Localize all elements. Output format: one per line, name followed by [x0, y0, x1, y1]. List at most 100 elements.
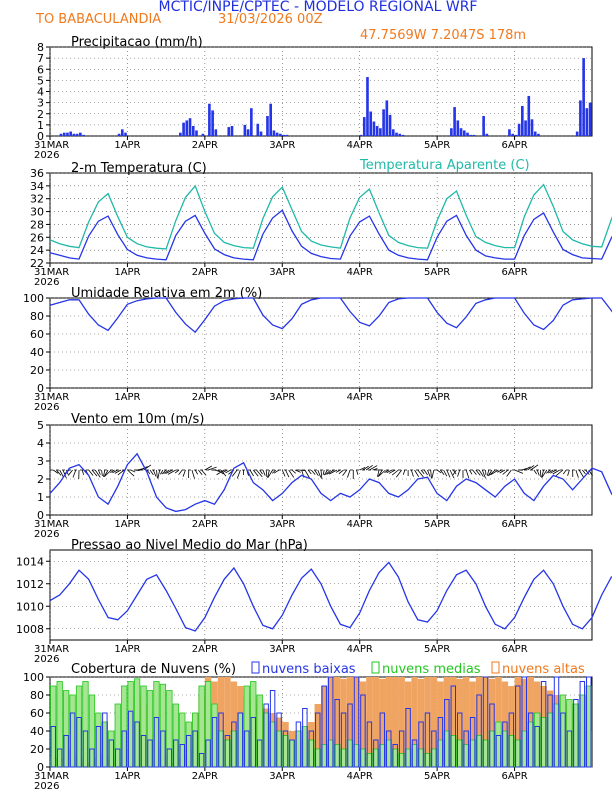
wind-arrow: [307, 469, 312, 475]
cloud-low-bar: [153, 717, 160, 768]
precip-bar: [585, 108, 589, 136]
wind-arrow: [273, 469, 280, 474]
wind-arrow: [81, 469, 85, 475]
cloud-ytick-label: 80: [30, 689, 44, 702]
temp-xtick-label: 4APR: [347, 267, 373, 278]
wind-arrow: [323, 469, 328, 476]
wind-arrow: [110, 469, 115, 474]
temp-apparent-line: [49, 183, 612, 250]
cloud-xtick-label: 2APR: [192, 771, 218, 782]
wind-arrow: [311, 469, 316, 475]
wind-arrow: [391, 469, 399, 476]
cloud-high-bar: [462, 677, 470, 767]
cloud-low-bar: [269, 690, 276, 768]
cloud-high-bar: [398, 677, 405, 767]
cloud-panel-title: Cobertura de Nuvens (%): [71, 662, 236, 677]
wind-arrow: [328, 469, 338, 475]
cloud-high-bar: [521, 678, 528, 767]
precip-bar: [259, 131, 263, 136]
temp-year-label: 2026: [34, 277, 59, 288]
pressure-year-label: 2026: [34, 654, 59, 665]
cloud-low-bar: [295, 721, 302, 768]
cloud-low-bar: [127, 710, 134, 768]
cloud-high-bar: [314, 704, 321, 767]
precip-bar: [379, 128, 382, 136]
cloud-low-bar: [76, 717, 82, 768]
wind-arrow: [490, 469, 499, 476]
precip-bar: [537, 133, 540, 136]
precip-ytick-label: 5: [37, 74, 44, 87]
temp-ytick-label: 34: [30, 180, 44, 193]
pressure-ytick-label: 1008: [16, 623, 44, 636]
cloud-low-bar: [244, 730, 250, 768]
cloud-high-bar: [508, 686, 515, 767]
cloud-low-bar: [586, 676, 592, 768]
wind-arrow: [536, 469, 540, 476]
wind-xtick-label: 4APR: [347, 519, 373, 530]
wind-arrow: [262, 469, 266, 476]
wind-arrow: [335, 469, 341, 473]
precip-bar: [195, 130, 198, 136]
temp-2m-line: [49, 209, 612, 261]
precip-bar: [188, 118, 192, 136]
precip-ytick-label: 7: [37, 52, 44, 65]
precip-bar: [588, 102, 592, 136]
humidity-ytick-label: 40: [30, 346, 44, 359]
precip-bar: [269, 103, 273, 136]
wind-arrow: [443, 469, 448, 477]
wind-arrow: [440, 469, 445, 475]
cloud-high-bar: [230, 681, 238, 767]
precip-ytick-label: 3: [37, 97, 44, 110]
precip-bar: [59, 133, 63, 136]
humidity-plot-frame: [49, 297, 593, 389]
precip-bar: [72, 133, 76, 136]
wind-arrow: [317, 469, 322, 478]
wind-arrow: [457, 469, 461, 477]
wind-arrow: [140, 466, 148, 471]
temp-xtick-label: 6APR: [501, 267, 527, 278]
precip-bar: [450, 128, 453, 136]
pressure-ytick-label: 1014: [16, 555, 44, 568]
cloud-low-bar: [237, 712, 244, 768]
cloud-low-bar: [115, 748, 121, 768]
precip-xtick-label: 6APR: [501, 140, 527, 151]
precip-bar: [575, 131, 579, 136]
wind-arrow: [222, 469, 228, 473]
cloud-high-bar: [514, 677, 522, 767]
wind-arrow: [325, 469, 331, 476]
wind-arrow: [174, 469, 180, 474]
precip-bar: [250, 108, 253, 136]
cloud-low-bar: [302, 708, 308, 768]
wind-ytick-label: 5: [37, 419, 44, 432]
precip-bar: [482, 115, 485, 136]
humidity-xtick-label: 2APR: [192, 392, 218, 403]
precip-bar: [182, 122, 185, 136]
cloud-legend-mid: nuvens medias: [382, 662, 481, 677]
wind-arrow: [163, 469, 170, 475]
precip-bar: [372, 121, 376, 136]
wind-arrow: [236, 469, 241, 479]
wind-speed-line: [49, 452, 612, 513]
wind-xtick-label: 5APR: [424, 519, 450, 530]
humidity-line: [49, 297, 612, 334]
cloud-low-bar: [495, 735, 502, 768]
coordinates-label: 47.7569W 7.2047S 178m: [360, 28, 526, 43]
precip-ytick-label: 8: [37, 41, 44, 54]
wind-arrow: [117, 469, 125, 476]
wind-arrow: [149, 469, 154, 476]
wind-arrow: [56, 469, 62, 476]
wind-arrow: [252, 469, 259, 477]
pressure-ytick-label: 1010: [16, 600, 44, 613]
wind-arrow: [165, 469, 173, 475]
wind-arrow: [430, 469, 432, 479]
wind-arrow: [127, 469, 135, 477]
wind-arrow: [527, 465, 535, 471]
cloud-low-bar: [231, 721, 237, 768]
cloud-low-bar: [218, 712, 224, 768]
wind-arrow: [201, 469, 207, 476]
humidity-xtick-label: 6APR: [501, 392, 527, 403]
wind-ytick-label: 4: [37, 437, 44, 450]
temp-xtick-label: 1APR: [114, 267, 140, 278]
cloud-low-bar: [56, 748, 63, 768]
